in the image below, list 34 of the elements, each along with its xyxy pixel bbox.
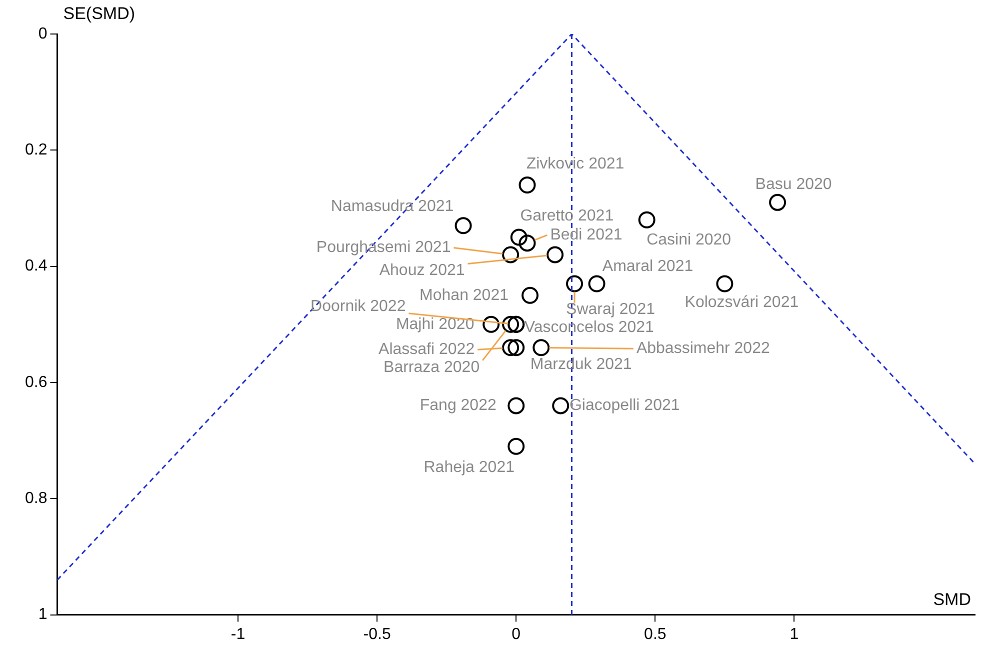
- annotation: Pourghasemi 2021: [316, 239, 451, 256]
- annotation: Abbassimehr 2022: [636, 340, 770, 358]
- annotation: Zivkovic 2021: [526, 155, 624, 172]
- y-tick-label: 0.4: [24, 258, 48, 275]
- annotation: Vasconcelos 2021: [524, 318, 654, 336]
- annotation: Swaraj 2021: [566, 301, 656, 318]
- x-tick-label: 0: [512, 626, 521, 643]
- annotation: Bedi 2021: [550, 226, 622, 244]
- annotation: Barraza 2020: [384, 358, 480, 376]
- annotation: Casini 2020: [646, 231, 732, 248]
- annotation: Fang 2022: [420, 397, 496, 414]
- annotation: Raheja 2021: [424, 458, 515, 476]
- annotation: Giacopelli 2021: [569, 397, 680, 414]
- x-axis-title: SMD: [933, 590, 971, 609]
- y-tick-label: 0: [38, 25, 48, 42]
- annotation: Mohan 2021: [420, 286, 509, 304]
- y-tick-label: 0.8: [24, 490, 48, 508]
- annotation: Amaral 2021: [602, 258, 694, 276]
- y-tick-label: 0.6: [24, 374, 48, 391]
- annotation: Ahouz 2021: [379, 262, 465, 280]
- x-tick-label: -0.5: [363, 626, 391, 643]
- x-tick-label: -1: [230, 626, 246, 643]
- x-tick-label: 1: [790, 626, 799, 643]
- y-tick-label: 0.2: [24, 142, 48, 159]
- y-axis-title: SE(SMD): [63, 4, 136, 24]
- x-tick-label: 0.5: [644, 626, 666, 643]
- annotation: Kolozsvári 2021: [684, 294, 799, 312]
- y-tick-label: 1: [38, 606, 48, 624]
- annotation: Basu 2020: [755, 176, 832, 193]
- annotation: Marzduk 2021: [530, 356, 632, 374]
- annotation: Garetto 2021: [520, 208, 614, 225]
- annotation: Namasudra 2021: [330, 198, 454, 216]
- annotation: Doornik 2022: [310, 298, 406, 315]
- annotation: Alassafi 2022: [378, 341, 475, 358]
